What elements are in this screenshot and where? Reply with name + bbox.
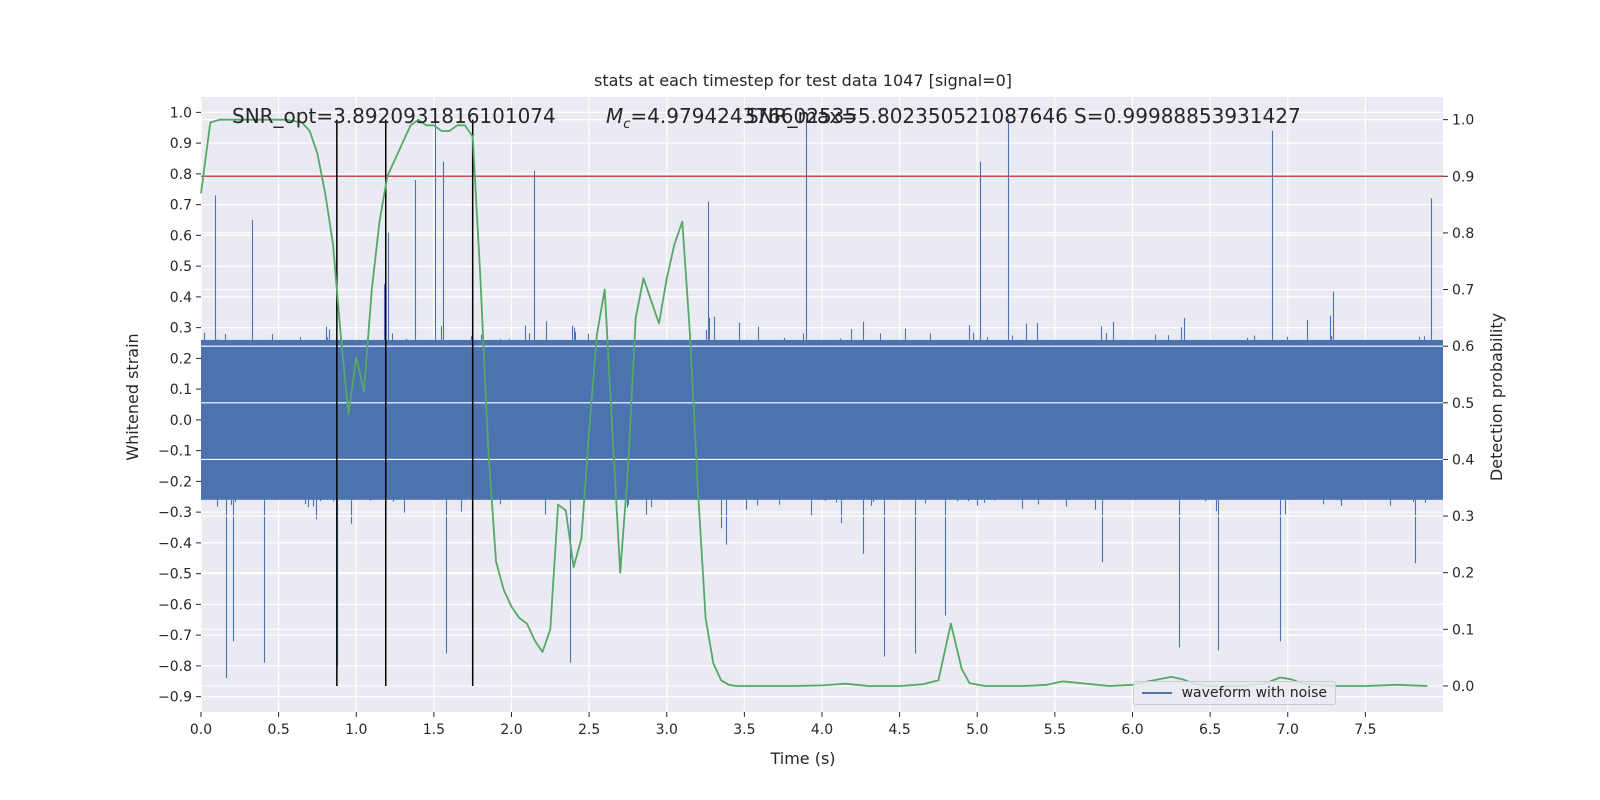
- y-tick-label: −0.6: [158, 597, 192, 613]
- y-tick-label: 0.3: [170, 321, 192, 337]
- x-axis-label: Time (s): [769, 749, 835, 768]
- y-tick-label: 0.7: [170, 198, 192, 214]
- y2-axis-label: Detection probability: [1487, 313, 1506, 481]
- y-axis-label: Whitened strain: [123, 333, 142, 460]
- y-tick-label: −0.5: [158, 567, 192, 583]
- score-annotation: S=0.99988853931427: [1074, 104, 1301, 128]
- y-tick-label: 0.5: [170, 259, 192, 275]
- y-tick-label: −0.7: [158, 628, 192, 644]
- chart-title: stats at each timestep for test data 104…: [594, 71, 1012, 90]
- y2-tick-label: 0.2: [1452, 566, 1474, 582]
- y-tick-label: −0.2: [158, 474, 192, 490]
- y2-tick-label: 0.3: [1452, 509, 1474, 525]
- strain-upper-envelope: [203, 112, 1433, 340]
- x-tick-label: 4.5: [888, 722, 910, 738]
- y2-tick-label: 0.4: [1452, 452, 1474, 468]
- y-tick-label: 0.0: [170, 413, 192, 429]
- y-tick-label: 0.9: [170, 136, 192, 152]
- overlays: [200, 118, 1443, 687]
- chirp-mass-subscript: c: [623, 117, 631, 132]
- strain-lower-envelope: [216, 499, 1427, 679]
- x-tick-label: 6.5: [1199, 722, 1221, 738]
- y-tick-label: −0.9: [158, 690, 192, 706]
- x-tick-label: 1.5: [423, 722, 445, 738]
- x-tick-label: 7.5: [1354, 722, 1376, 738]
- x-tick-label: 0.0: [190, 722, 212, 738]
- y-tick-label: −0.4: [158, 536, 192, 552]
- axes: 0.0 0.5 1.0 1.5 2.0 2.5 3.0 3.5 4.0 4.5 5.0 5.5 6.0 6…: [158, 105, 1474, 738]
- chirp-mass-symbol: M: [606, 104, 624, 128]
- y2-tick-label: 0.9: [1452, 169, 1474, 185]
- strain-core-band: [201, 339, 1443, 500]
- y-tick-label: 0.8: [170, 167, 192, 183]
- y-tick-label: 0.1: [170, 382, 192, 398]
- y2-tick-label: 0.0: [1452, 679, 1474, 695]
- x-tick-label: 6.0: [1121, 722, 1143, 738]
- x-tick-label: 1.0: [345, 722, 367, 738]
- legend-swatch: [1141, 692, 1172, 694]
- y-tick-label: 0.6: [170, 228, 192, 244]
- x-tick-label: 2.0: [500, 722, 522, 738]
- x-tick-label: 4.0: [811, 722, 833, 738]
- y2-tick-label: 0.1: [1452, 622, 1474, 638]
- x-tick-label: 2.5: [578, 722, 600, 738]
- y-tick-label: 1.0: [170, 105, 192, 121]
- y2-tick-label: 1.0: [1452, 113, 1474, 129]
- x-tick-label: 5.0: [966, 722, 988, 738]
- detection-probability-line: [200, 118, 1428, 687]
- snr-max-annotation: SNR_max=5.802350521087646: [746, 104, 1068, 128]
- chirp-mass-value: =4.979424376602535: [630, 104, 858, 128]
- y-tick-label: 0.2: [170, 351, 192, 367]
- strain-series: [201, 112, 1443, 679]
- y-tick-label: −0.1: [158, 444, 192, 460]
- y2-tick-label: 0.8: [1452, 226, 1474, 242]
- y2-tick-label: 0.6: [1452, 339, 1474, 355]
- snr-opt-annotation: SNR_opt=3.8920931816101074: [232, 104, 556, 128]
- y-tick-label: −0.3: [158, 505, 192, 521]
- y-tick-label: −0.8: [158, 659, 192, 675]
- x-tick-label: 7.0: [1277, 722, 1299, 738]
- y-tick-label: 0.4: [170, 290, 192, 306]
- x-tick-label: 0.5: [267, 722, 289, 738]
- y2-tick-label: 0.7: [1452, 283, 1474, 299]
- x-tick-label: 3.0: [656, 722, 678, 738]
- x-tick-label: 3.5: [733, 722, 755, 738]
- legend-label: waveform with noise: [1181, 685, 1327, 701]
- chirp-mass-annotation: Mc=4.979424376602535: [606, 104, 857, 132]
- x-tick-label: 5.5: [1044, 722, 1066, 738]
- y2-tick-label: 0.5: [1452, 396, 1474, 412]
- legend: waveform with noise: [1132, 681, 1336, 705]
